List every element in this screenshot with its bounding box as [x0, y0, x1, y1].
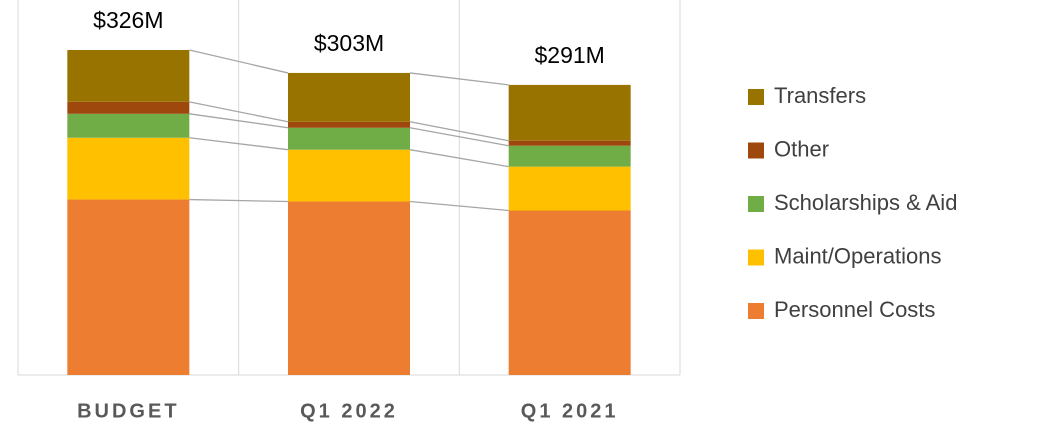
connector	[409, 121, 509, 142]
legend-swatch	[748, 249, 764, 266]
bar-segment	[67, 50, 190, 102]
bar-segment	[288, 149, 410, 202]
total-label: $291M	[535, 42, 605, 68]
connector	[189, 49, 289, 74]
x-tick-label: Q1 2022	[300, 400, 398, 422]
bar-segment	[288, 201, 410, 375]
x-tick-label: BUDGET	[77, 400, 179, 422]
connector	[409, 127, 509, 147]
bar-segment	[67, 137, 190, 200]
x-tick-label: Q1 2021	[521, 400, 619, 422]
legend-label: Scholarships & Aid	[774, 190, 957, 215]
bar-segment	[508, 84, 631, 141]
bar-segment	[288, 121, 410, 128]
bar-segment	[508, 140, 631, 146]
connector	[409, 72, 509, 86]
connector	[409, 200, 509, 212]
total-label: $303M	[314, 30, 384, 56]
bar-segment	[67, 113, 190, 138]
legend-label: Maint/Operations	[774, 243, 942, 268]
legend-label: Personnel Costs	[774, 297, 935, 322]
legend-label: Other	[774, 136, 829, 161]
total-label: $326M	[93, 7, 163, 33]
bar-segment	[67, 199, 190, 375]
legend-swatch	[748, 196, 764, 212]
legend-swatch	[748, 142, 764, 159]
bar-segment	[508, 210, 631, 375]
connector	[189, 137, 289, 151]
bar-segment	[288, 127, 410, 150]
legend-swatch	[748, 89, 764, 105]
connector	[189, 198, 289, 203]
bar-segment	[508, 166, 631, 211]
connector	[409, 149, 509, 168]
bar-segment	[67, 101, 190, 114]
bar-segment	[288, 72, 410, 122]
legend-label: Transfers	[774, 83, 866, 108]
bar-segment	[508, 145, 631, 167]
connector	[189, 113, 289, 129]
connector	[189, 101, 289, 123]
legend-swatch	[748, 303, 764, 319]
